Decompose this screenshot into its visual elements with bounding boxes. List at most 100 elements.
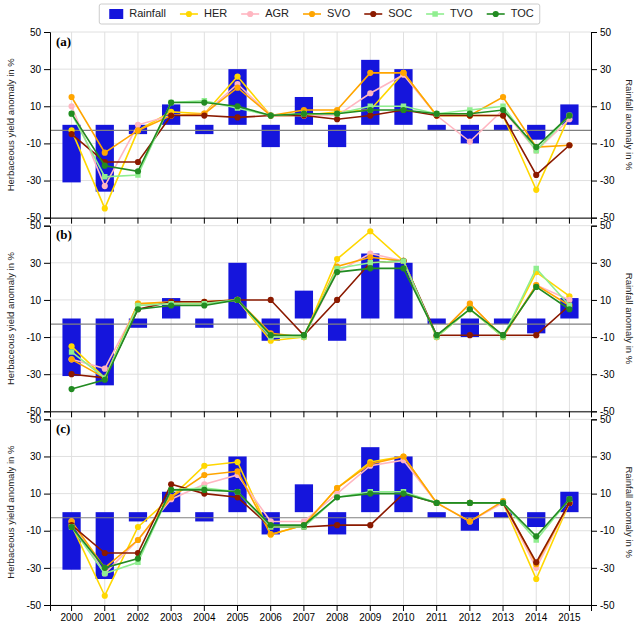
y-axis: -50-30-10103050 xyxy=(27,414,51,611)
line xyxy=(72,75,570,186)
marker xyxy=(234,297,240,303)
marker xyxy=(234,459,240,465)
tick-mark xyxy=(436,218,437,224)
tick-mark xyxy=(104,605,105,611)
tick-mark xyxy=(44,181,50,182)
marker xyxy=(102,565,108,571)
marker xyxy=(268,531,274,537)
marker xyxy=(367,461,373,467)
marker xyxy=(135,306,141,312)
y-axis-title: Herbaceous yield anomaly in % xyxy=(5,58,16,192)
marker xyxy=(135,159,141,165)
tick-mark xyxy=(44,263,50,264)
tick-label: 50 xyxy=(600,414,612,425)
bar xyxy=(62,125,80,183)
grid-line xyxy=(71,226,72,412)
tick-label: 2015 xyxy=(558,612,581,623)
grid-line xyxy=(50,493,591,494)
tick-mark xyxy=(44,69,50,70)
tick-mark xyxy=(71,605,72,611)
marker xyxy=(234,85,240,91)
tick xyxy=(104,411,105,417)
marker xyxy=(400,491,406,497)
tick-mark xyxy=(503,605,504,611)
tick: 2000 xyxy=(60,605,83,623)
marker xyxy=(68,103,74,109)
marker xyxy=(68,524,74,530)
marker xyxy=(500,332,506,338)
marker xyxy=(201,99,207,105)
marker xyxy=(135,306,141,312)
marker xyxy=(467,111,473,117)
line xyxy=(72,254,570,369)
marker xyxy=(500,500,506,506)
marker xyxy=(500,500,506,506)
tick xyxy=(436,411,437,417)
tick-mark xyxy=(591,263,597,264)
marker xyxy=(533,533,539,539)
marker xyxy=(467,500,473,506)
tick: 2010 xyxy=(392,605,415,623)
marker xyxy=(68,94,74,100)
bar-series xyxy=(62,447,578,579)
tick-mark xyxy=(237,605,238,611)
tick-label: 50 xyxy=(600,27,612,38)
marker xyxy=(566,496,572,502)
tick: 2003 xyxy=(160,605,183,623)
line xyxy=(72,73,570,209)
panel: -50-30-10103050-50-30-10103050Herbaceous… xyxy=(5,27,636,224)
bar xyxy=(195,512,213,521)
tick-label: 10 xyxy=(600,101,612,112)
tick-mark xyxy=(591,568,597,569)
tick-label: 10 xyxy=(600,488,612,499)
marker xyxy=(135,168,141,174)
tick-mark xyxy=(591,32,597,33)
grid-line xyxy=(50,530,591,531)
tick-mark xyxy=(44,32,50,33)
marker xyxy=(368,260,373,265)
tick-mark xyxy=(71,218,72,224)
grid-line xyxy=(50,456,591,457)
marker xyxy=(566,112,572,118)
tick: 2015 xyxy=(558,605,581,623)
bar xyxy=(96,512,114,579)
legend-swatch xyxy=(247,11,253,17)
legend-swatch xyxy=(370,11,376,17)
tick: 10 xyxy=(591,101,612,112)
tick xyxy=(204,218,205,224)
y2-axis-title: Rainfall anomaly in % xyxy=(624,273,635,365)
line xyxy=(72,101,570,177)
marker xyxy=(268,112,274,118)
marker xyxy=(334,494,340,500)
marker xyxy=(268,332,274,338)
tick: 2007 xyxy=(293,605,316,623)
tick: 2008 xyxy=(326,605,349,623)
axis-line xyxy=(51,412,592,418)
tick-mark xyxy=(503,218,504,224)
tick xyxy=(104,218,105,224)
marker xyxy=(367,70,373,76)
y2-axis: -50-30-10103050 xyxy=(591,27,615,224)
tick-label: 30 xyxy=(30,258,42,269)
marker xyxy=(367,491,373,497)
tick-mark xyxy=(536,218,537,224)
line xyxy=(72,110,570,175)
grid-line xyxy=(436,226,437,412)
line xyxy=(72,257,570,378)
bar xyxy=(129,512,147,521)
marker xyxy=(434,111,439,116)
marker xyxy=(201,472,207,478)
tick-mark xyxy=(569,605,570,611)
tick-label: 2009 xyxy=(359,612,382,623)
tick-mark xyxy=(591,337,597,338)
marker xyxy=(301,332,307,338)
marker xyxy=(434,500,439,505)
marker xyxy=(400,70,406,76)
marker xyxy=(367,254,373,260)
marker xyxy=(268,112,274,118)
grid-line xyxy=(469,226,470,412)
tick: 2005 xyxy=(226,605,249,623)
marker xyxy=(400,107,406,113)
tick xyxy=(237,218,238,224)
marker xyxy=(567,113,572,118)
